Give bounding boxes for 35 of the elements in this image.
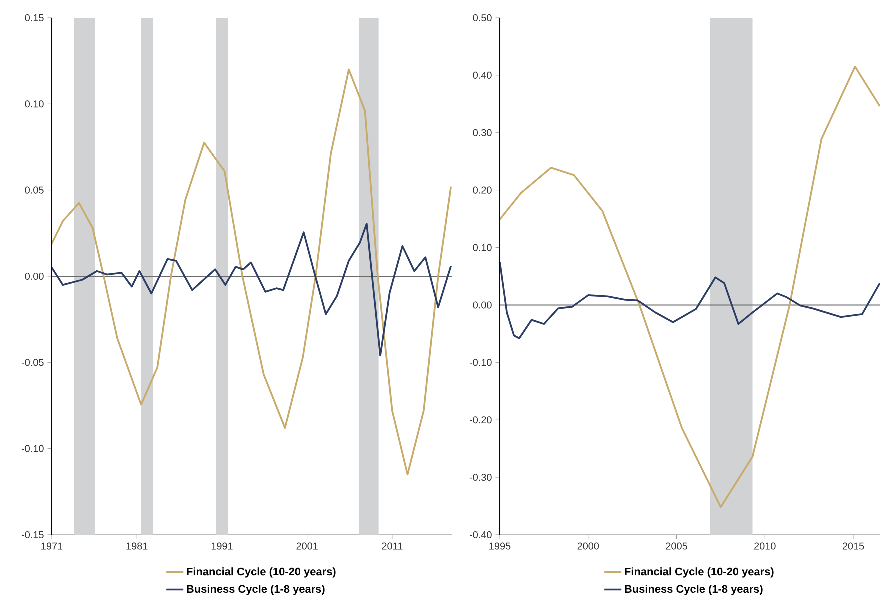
y-tick-label: 0.10: [473, 244, 492, 252]
line-series: [500, 261, 880, 340]
x-tick-label: 2000: [578, 542, 600, 550]
x-tick-label: 1981: [126, 542, 148, 550]
x-tick-label: 2001: [296, 542, 318, 550]
line-series: [500, 66, 880, 508]
legend-label: Financial Cycle (10-20 years): [187, 568, 336, 578]
y-tick-label: 0.00: [473, 302, 492, 309]
x-tick-label: 2010: [754, 542, 776, 550]
y-tick-label: -0.10: [22, 445, 44, 452]
x-tick-label: 2005: [666, 542, 688, 550]
y-tick-label: 0.30: [473, 129, 492, 136]
x-tick-label: 2011: [382, 542, 403, 550]
y-tick-label: -0.30: [470, 474, 492, 482]
y-tick-label: 0.20: [473, 186, 492, 194]
y-tick-label: -0.40: [470, 531, 492, 539]
legend-label: Business Cycle (1-8 years): [187, 585, 325, 596]
y-tick-label: -0.05: [22, 359, 44, 366]
y-tick-label: 0.05: [25, 186, 44, 194]
y-tick-label: 0.50: [473, 14, 492, 22]
y-tick-label: 0.15: [25, 14, 44, 22]
y-tick-label: -0.15: [22, 531, 44, 539]
x-tick-label: 1991: [212, 542, 233, 550]
legend-label: Business Cycle (1-8 years): [625, 585, 763, 596]
x-tick-label: 1995: [490, 542, 511, 550]
line-series: [52, 68, 452, 476]
y-tick-label: -0.10: [470, 359, 492, 366]
legend-label: Financial Cycle (10-20 years): [625, 568, 774, 578]
x-tick-label: 1971: [42, 542, 63, 550]
y-tick-label: 0.10: [25, 100, 44, 108]
y-tick-label: -0.20: [470, 416, 492, 424]
x-tick-label: 2015: [842, 542, 864, 550]
y-tick-label: 0.40: [473, 72, 492, 79]
line-series: [52, 223, 452, 357]
y-tick-label: 0.00: [25, 272, 44, 280]
